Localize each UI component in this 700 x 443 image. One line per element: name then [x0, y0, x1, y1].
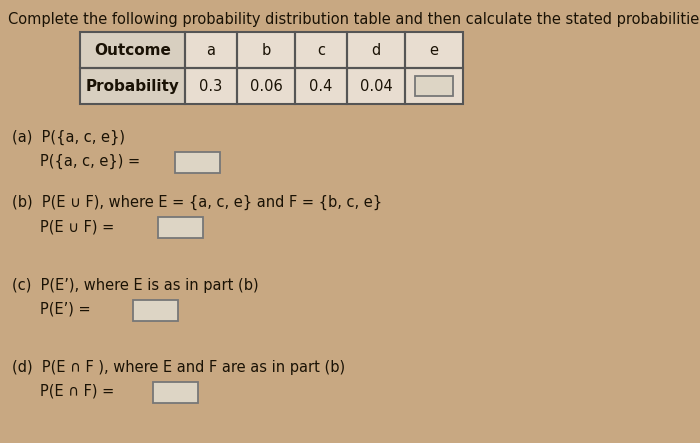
- Bar: [347, 68, 405, 104]
- Bar: [185, 32, 237, 68]
- Bar: [237, 32, 295, 68]
- Text: (c)  P(E’), where E is as in part (b): (c) P(E’), where E is as in part (b): [12, 278, 258, 293]
- Text: c: c: [317, 43, 325, 58]
- Text: 0.3: 0.3: [199, 78, 223, 93]
- Text: e: e: [430, 43, 438, 58]
- Bar: [237, 68, 295, 104]
- Bar: [405, 68, 463, 104]
- Text: P(E ∩ F) =: P(E ∩ F) =: [40, 384, 114, 399]
- Text: 0.04: 0.04: [360, 78, 393, 93]
- Text: (a)  P({a, c, e}): (a) P({a, c, e}): [12, 130, 125, 145]
- Bar: [80, 68, 185, 104]
- Text: 0.06: 0.06: [250, 78, 282, 93]
- Bar: [175, 152, 220, 173]
- Bar: [153, 382, 198, 403]
- Bar: [80, 68, 185, 104]
- Text: 0.4: 0.4: [309, 78, 332, 93]
- Text: (b)  P(E ∪ F), where E = {a, c, e} and F = {b, c, e}: (b) P(E ∪ F), where E = {a, c, e} and F …: [12, 195, 382, 210]
- Bar: [295, 32, 347, 68]
- Bar: [133, 300, 178, 321]
- Text: b: b: [261, 43, 271, 58]
- Bar: [405, 32, 463, 68]
- Text: (d)  P(E ∩ F ), where E and F are as in part (b): (d) P(E ∩ F ), where E and F are as in p…: [12, 360, 345, 375]
- Bar: [80, 32, 463, 104]
- Text: P(E ∪ F) =: P(E ∪ F) =: [40, 219, 114, 234]
- Bar: [295, 68, 347, 104]
- Bar: [185, 68, 237, 104]
- Bar: [415, 76, 453, 96]
- Text: P(E’) =: P(E’) =: [40, 302, 90, 317]
- Text: Complete the following probability distribution table and then calculate the sta: Complete the following probability distr…: [8, 12, 700, 27]
- Text: P({a, c, e}) =: P({a, c, e}) =: [40, 154, 140, 169]
- Text: a: a: [206, 43, 216, 58]
- Bar: [347, 32, 405, 68]
- Bar: [158, 217, 203, 238]
- Bar: [80, 32, 185, 68]
- Text: Outcome: Outcome: [94, 43, 171, 58]
- Text: d: d: [372, 43, 381, 58]
- Text: Probability: Probability: [85, 78, 179, 93]
- Bar: [80, 32, 185, 68]
